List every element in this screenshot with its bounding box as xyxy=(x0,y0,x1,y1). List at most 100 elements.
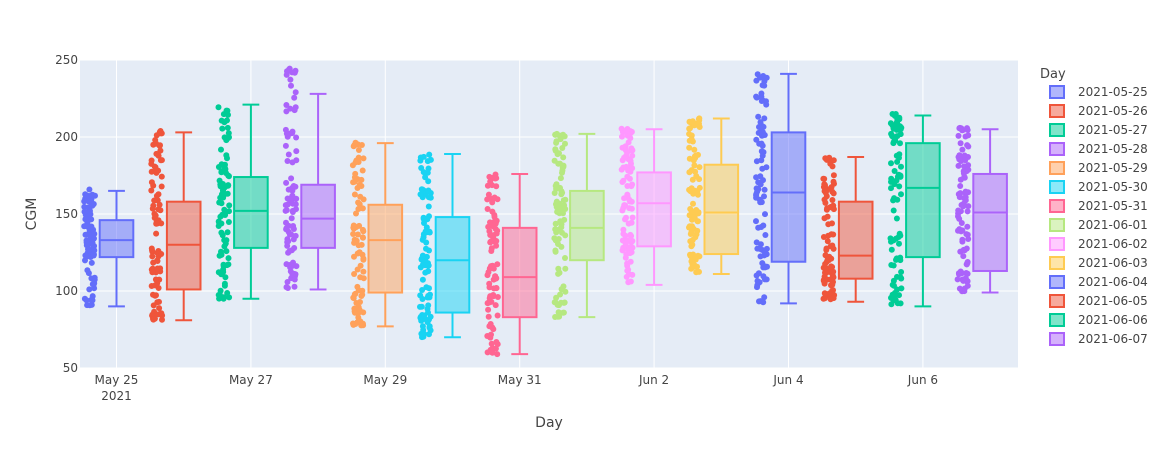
data-point xyxy=(221,206,228,213)
data-point xyxy=(562,255,568,261)
data-point xyxy=(892,111,899,117)
legend-item-2021-06-06[interactable]: 2021-06-06 xyxy=(1049,313,1148,327)
data-point xyxy=(81,203,88,210)
data-point xyxy=(622,128,629,135)
data-point xyxy=(360,268,367,275)
data-point xyxy=(224,229,231,236)
data-point xyxy=(90,201,97,207)
data-point xyxy=(687,231,694,237)
data-point xyxy=(562,196,569,203)
data-point xyxy=(484,206,491,212)
data-point xyxy=(821,175,828,182)
data-point xyxy=(562,140,568,147)
data-point xyxy=(419,252,426,259)
data-point xyxy=(955,162,962,169)
data-point xyxy=(889,281,896,288)
data-point xyxy=(82,257,88,264)
data-point xyxy=(422,269,429,276)
data-point xyxy=(218,161,225,168)
legend-item-2021-05-25[interactable]: 2021-05-25 xyxy=(1049,85,1148,99)
data-point xyxy=(223,152,230,159)
legend-item-2021-05-31[interactable]: 2021-05-31 xyxy=(1049,199,1148,213)
data-point xyxy=(625,266,632,273)
data-point xyxy=(286,65,293,72)
data-point xyxy=(493,285,500,292)
data-point xyxy=(826,290,833,297)
data-point xyxy=(964,231,971,238)
data-point xyxy=(686,144,693,151)
data-point xyxy=(691,214,698,221)
data-point xyxy=(284,279,291,285)
box-2021-06-04 xyxy=(770,72,807,305)
data-point xyxy=(360,256,367,263)
legend-swatch xyxy=(1049,180,1065,194)
data-point xyxy=(561,299,568,306)
data-point xyxy=(218,146,224,153)
data-point xyxy=(221,280,228,287)
data-point xyxy=(421,312,428,319)
legend-item-2021-05-26[interactable]: 2021-05-26 xyxy=(1049,104,1148,118)
legend-item-2021-06-05[interactable]: 2021-06-05 xyxy=(1049,294,1148,308)
x-tick-label: May 29 xyxy=(363,373,407,387)
data-point xyxy=(957,183,964,189)
data-point xyxy=(694,188,701,194)
data-point xyxy=(695,252,701,259)
y-tick-label: 250 xyxy=(55,53,78,67)
data-point xyxy=(224,124,231,131)
box-traces xyxy=(98,72,1008,356)
data-point xyxy=(960,170,967,177)
legend-item-2021-05-30[interactable]: 2021-05-30 xyxy=(1049,180,1148,194)
data-point xyxy=(215,269,222,276)
data-point xyxy=(88,216,95,223)
data-points xyxy=(81,65,972,358)
data-point xyxy=(830,245,837,252)
data-point xyxy=(962,194,969,201)
point-cloud-2021-06-04 xyxy=(753,71,770,306)
data-point xyxy=(757,74,763,81)
legend-item-2021-06-04[interactable]: 2021-06-04 xyxy=(1049,275,1148,289)
data-point xyxy=(628,183,635,190)
data-point xyxy=(956,125,963,132)
data-point xyxy=(493,183,500,190)
data-point xyxy=(289,271,296,278)
data-point xyxy=(353,237,360,244)
data-point xyxy=(621,195,628,202)
data-point xyxy=(492,273,499,280)
data-point xyxy=(694,263,700,270)
data-point xyxy=(753,93,760,100)
legend-item-2021-06-01[interactable]: 2021-06-01 xyxy=(1049,218,1148,232)
legend-item-2021-06-07[interactable]: 2021-06-07 xyxy=(1049,332,1148,346)
data-point xyxy=(288,82,294,89)
data-point xyxy=(955,154,962,160)
data-point xyxy=(957,140,964,147)
data-point xyxy=(965,162,972,169)
legend-item-2021-05-28[interactable]: 2021-05-28 xyxy=(1049,142,1148,156)
data-point xyxy=(492,220,499,227)
data-point xyxy=(221,134,228,141)
data-point xyxy=(425,203,432,210)
data-point xyxy=(354,283,361,290)
box-2021-05-26 xyxy=(165,131,202,322)
data-point xyxy=(558,286,565,293)
legend-item-2021-05-29[interactable]: 2021-05-29 xyxy=(1049,161,1148,175)
data-point xyxy=(283,261,290,268)
data-point xyxy=(353,300,360,306)
x-tick-label: Jun 6 xyxy=(907,373,938,387)
legend-swatch xyxy=(1049,123,1065,137)
data-point xyxy=(618,166,625,173)
data-point xyxy=(353,210,359,217)
legend-item-2021-05-27[interactable]: 2021-05-27 xyxy=(1049,123,1148,137)
data-point xyxy=(964,278,971,285)
data-point xyxy=(894,120,901,127)
legend-swatch xyxy=(1049,199,1065,213)
data-point xyxy=(427,327,434,334)
legend-item-2021-06-03[interactable]: 2021-06-03 xyxy=(1049,256,1148,270)
data-point xyxy=(417,191,424,198)
data-point xyxy=(891,168,898,174)
data-point xyxy=(219,232,226,239)
point-cloud-2021-05-28 xyxy=(282,65,300,291)
data-point xyxy=(963,270,970,276)
legend-item-2021-06-02[interactable]: 2021-06-02 xyxy=(1049,237,1148,251)
data-point xyxy=(354,266,361,273)
legend-label: 2021-06-07 xyxy=(1078,332,1148,346)
